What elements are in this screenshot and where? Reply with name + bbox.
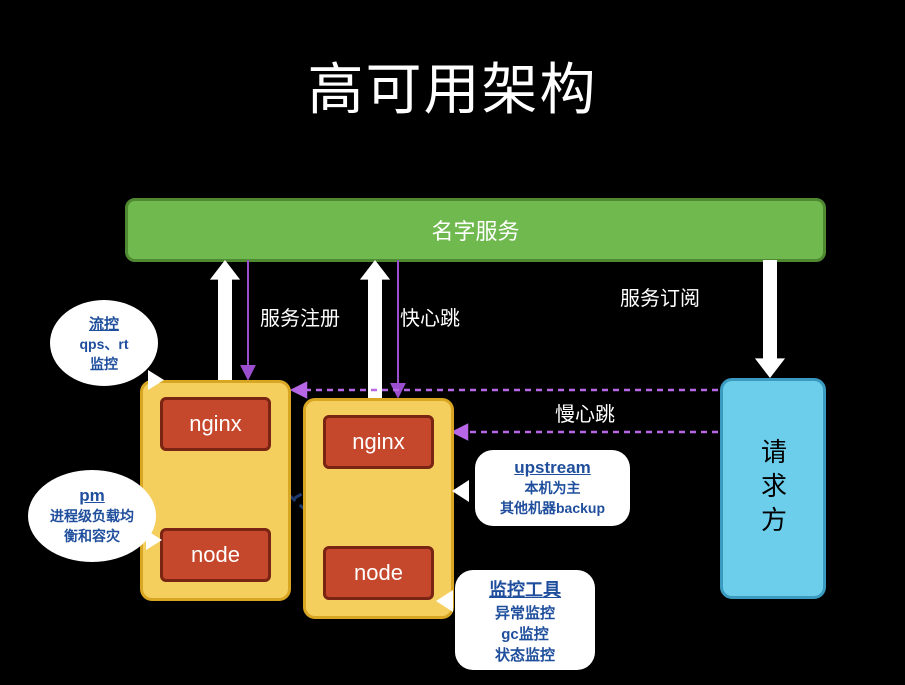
nginx-label-0: nginx	[189, 411, 242, 437]
callout-monitor-line-1: gc监控	[501, 623, 549, 644]
callout-upstream-line-1: 其他机器backup	[500, 498, 605, 518]
callout-monitor-tail	[436, 590, 453, 612]
callout-upstream: upstream 本机为主 其他机器backup	[475, 450, 630, 526]
name-service-label: 名字服务	[431, 214, 519, 246]
callout-upstream-title: upstream	[514, 458, 591, 478]
callout-flow-line-1: 监控	[90, 354, 118, 374]
name-service-box: 名字服务	[125, 198, 826, 262]
callout-flow-title: 流控	[89, 313, 119, 334]
node-label-1: node	[354, 560, 403, 586]
callout-pm-line-1: 衡和容灾	[64, 526, 120, 546]
label-fast-heartbeat: 快心跳	[400, 302, 460, 331]
callout-monitor-line-2: 状态监控	[495, 644, 555, 665]
page-title: 高可用架构	[0, 45, 905, 126]
callout-pm-title: pm	[79, 486, 105, 506]
callout-pm-tail	[146, 530, 162, 550]
callout-upstream-tail	[452, 480, 469, 502]
callout-flow-line-0: qps、rt	[80, 334, 129, 354]
callout-pm: pm 进程级负载均 衡和容灾	[28, 470, 156, 562]
label-service-subscribe: 服务订阅	[620, 282, 700, 311]
node-box-1: node	[323, 546, 434, 600]
callout-flow-tail	[148, 370, 164, 390]
label-service-register: 服务注册	[260, 302, 340, 331]
node-box-0: node	[160, 528, 271, 582]
nginx-box-0: nginx	[160, 397, 271, 451]
callout-upstream-line-0: 本机为主	[525, 478, 581, 498]
requester-box: 请求方	[720, 378, 826, 599]
label-slow-heartbeat: 慢心跳	[555, 398, 615, 427]
callout-monitor: 监控工具 异常监控 gc监控 状态监控	[455, 570, 595, 670]
nginx-box-1: nginx	[323, 415, 434, 469]
node-label-0: node	[191, 542, 240, 568]
callout-flow-control: 流控 qps、rt 监控	[50, 300, 158, 386]
callout-monitor-line-0: 异常监控	[495, 602, 555, 623]
callout-pm-line-0: 进程级负载均	[50, 506, 134, 526]
nginx-label-1: nginx	[352, 429, 405, 455]
callout-monitor-title: 监控工具	[489, 576, 561, 602]
requester-label: 请求方	[755, 438, 792, 540]
